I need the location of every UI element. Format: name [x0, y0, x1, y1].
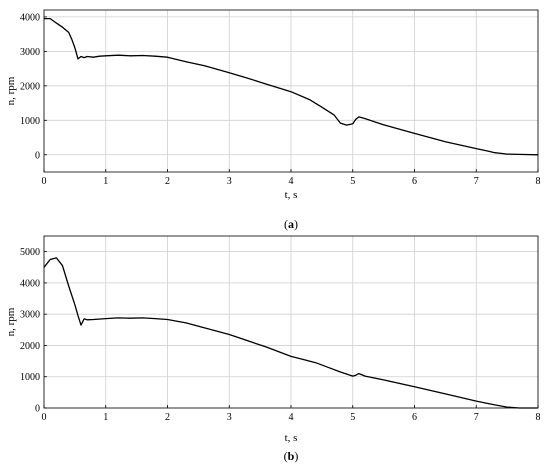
y-tick-label: 3000 [20, 47, 40, 58]
y-tick-label: 4000 [20, 12, 40, 23]
series-line [43, 257, 538, 409]
x-tick-label: 6 [412, 412, 417, 423]
panel-caption: (b) [284, 449, 299, 463]
chart-panel-a: 0 1 2 3 4 5 6 7 8 0 1000 2000 3000 4000 t, s n, rpm (a) [5, 9, 541, 231]
x-axis-label: t, s [285, 432, 298, 444]
x-tick-label: 3 [227, 176, 232, 187]
y-tick-label: 1000 [20, 372, 40, 383]
x-tick-label: 2 [165, 176, 170, 187]
y-tick-label: 2000 [20, 341, 40, 352]
y-tick-label: 0 [35, 404, 40, 415]
y-axis-label: n, rpm [5, 307, 17, 336]
y-tick-label: 0 [35, 150, 40, 161]
x-tick-label: 5 [350, 412, 355, 423]
panel-caption: (a) [284, 217, 298, 231]
x-tick-label: 8 [536, 176, 541, 187]
chart-panel-b: 0 1 2 3 4 5 6 7 8 0 1000 2000 3000 4000 5000 t, s n, rpm… [5, 235, 541, 463]
x-tick-label: 2 [165, 412, 170, 423]
x-tick-label: 0 [42, 176, 47, 187]
x-tick-label: 6 [412, 176, 417, 187]
x-tick-label: 7 [474, 176, 479, 187]
x-tick-label: 1 [103, 176, 108, 187]
x-axis-label: t, s [285, 189, 298, 201]
x-tick-label: 8 [536, 412, 541, 423]
x-tick-label: 1 [103, 412, 108, 423]
x-tick-label: 3 [227, 412, 232, 423]
y-tick-label: 2000 [20, 81, 40, 92]
x-tick-label: 7 [474, 412, 479, 423]
series-line [44, 17, 539, 156]
y-tick-label: 1000 [20, 116, 40, 127]
x-tick-label: 4 [289, 176, 294, 187]
x-tick-label: 0 [42, 412, 47, 423]
y-axis-label: n, rpm [5, 76, 17, 105]
y-tick-label: 4000 [20, 278, 40, 289]
x-tick-label: 4 [289, 412, 294, 423]
y-tick-label: 5000 [20, 247, 40, 258]
x-tick-label: 5 [350, 176, 355, 187]
y-tick-label: 3000 [20, 310, 40, 321]
